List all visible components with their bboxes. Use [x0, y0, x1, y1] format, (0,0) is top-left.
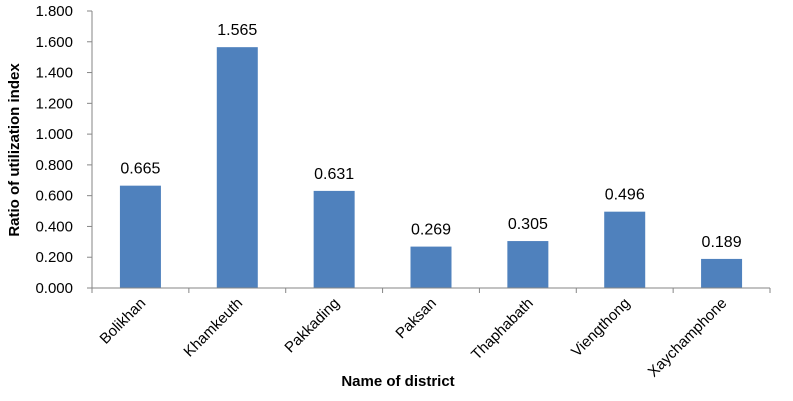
data-label: 1.565 — [217, 22, 257, 39]
y-tick-label: 1.600 — [35, 34, 73, 51]
bar-viengthong — [604, 211, 646, 288]
y-tick-label: 1.200 — [35, 95, 73, 112]
x-tick-label: Bolikhan — [97, 295, 150, 348]
y-tick-label: 1.400 — [35, 65, 73, 82]
y-tick-label: 1.000 — [35, 126, 73, 143]
bar-khamkeuth — [216, 47, 258, 289]
bar-bolikhan — [119, 185, 161, 288]
y-tick-label: 0.000 — [35, 280, 73, 297]
x-tick-label: Thaphabath — [468, 295, 537, 364]
bar-paksan — [410, 246, 452, 288]
y-axis-ticks: 0.000 0.200 0.400 0.600 0.800 1.000 1.200 1.400… — [35, 3, 92, 297]
data-labels: 0.665 1.565 0.631 0.269 0.305 0.496 0.189 — [120, 22, 741, 251]
data-label: 0.305 — [508, 216, 548, 233]
x-axis-ticks: Bolikhan Khamkeuth Pakkading Paksan Thaphaba… — [91, 288, 771, 381]
x-axis-title: Name of district — [341, 373, 454, 390]
bar-pakkading — [313, 190, 355, 288]
y-tick-label: 0.200 — [35, 249, 73, 266]
y-tick-label: 0.400 — [35, 218, 73, 235]
data-label: 0.496 — [605, 187, 645, 204]
x-tick-label: Khamkeuth — [180, 295, 246, 361]
data-label: 0.631 — [314, 166, 354, 183]
x-tick-label: Paksan — [392, 295, 439, 342]
y-tick-label: 0.800 — [35, 157, 73, 174]
x-tick-label: Xaychamphone — [645, 295, 731, 381]
y-axis-title: Ratio of utilization index — [6, 63, 23, 237]
data-label: 0.189 — [702, 234, 742, 251]
bars — [119, 47, 743, 289]
bar-xaychamphone — [701, 258, 743, 288]
y-tick-label: 1.800 — [35, 3, 73, 20]
bar-thaphabath — [507, 241, 549, 288]
x-tick-label: Viengthong — [568, 295, 634, 361]
data-label: 0.269 — [411, 222, 451, 239]
data-label: 0.665 — [120, 161, 160, 178]
y-tick-label: 0.600 — [35, 188, 73, 205]
x-tick-label: Pakkading — [281, 295, 343, 357]
